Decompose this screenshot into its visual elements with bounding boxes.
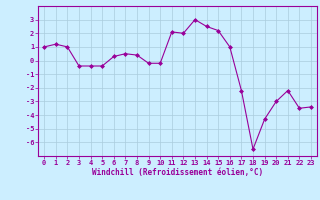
X-axis label: Windchill (Refroidissement éolien,°C): Windchill (Refroidissement éolien,°C) bbox=[92, 168, 263, 177]
